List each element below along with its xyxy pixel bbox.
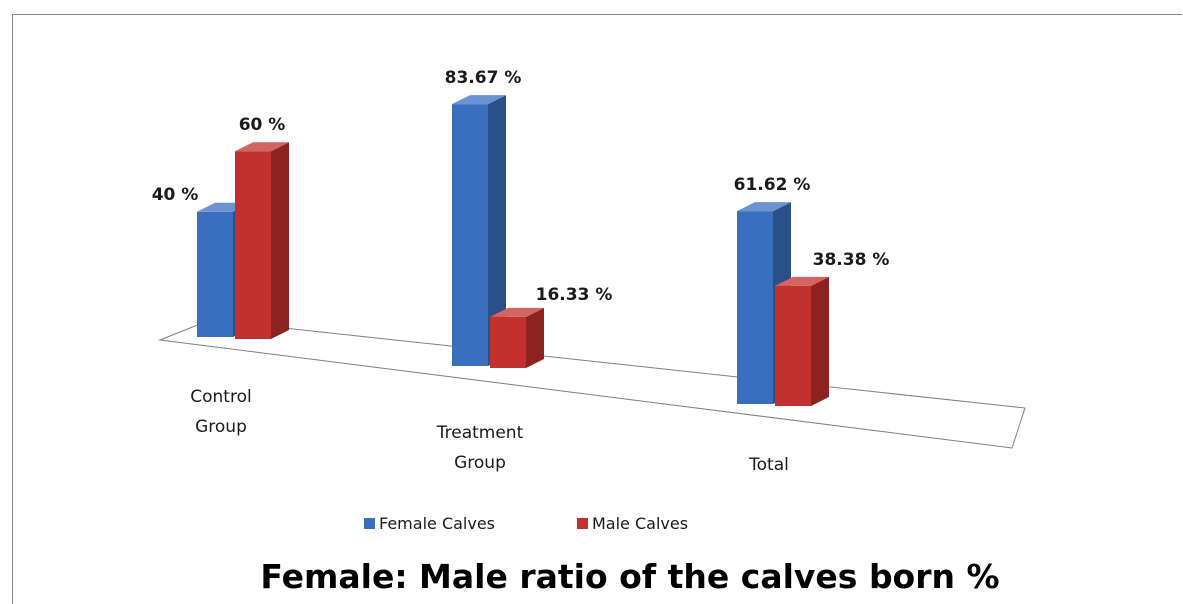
bar-male-2	[775, 276, 829, 406]
category-label-0: Control Group	[190, 387, 251, 437]
chart-title: Female: Male ratio of the calves born %	[260, 557, 999, 596]
svg-text:Female Calves: Female Calves	[379, 514, 495, 533]
bar-female-1	[452, 95, 506, 366]
legend-item-male: Male Calves	[577, 514, 688, 533]
category-label-1: Treatment Group	[436, 423, 524, 473]
data-label-male-1: 16.33 %	[536, 285, 613, 305]
svg-text:Male Calves: Male Calves	[592, 514, 688, 533]
bar-male-0	[235, 142, 289, 339]
data-label-male-2: 38.38 %	[813, 250, 890, 270]
data-label-female-2: 61.62 %	[734, 175, 811, 195]
data-label-male-0: 60 %	[239, 115, 286, 135]
data-label-female-1: 83.67 %	[445, 68, 522, 88]
chart-floor	[158, 319, 1026, 449]
legend-item-female: Female Calves	[364, 514, 495, 533]
chart-frame	[12, 14, 1182, 604]
data-label-female-0: 40 %	[152, 185, 199, 205]
category-label-2: Total	[748, 455, 789, 475]
bar-male-1	[490, 307, 544, 368]
